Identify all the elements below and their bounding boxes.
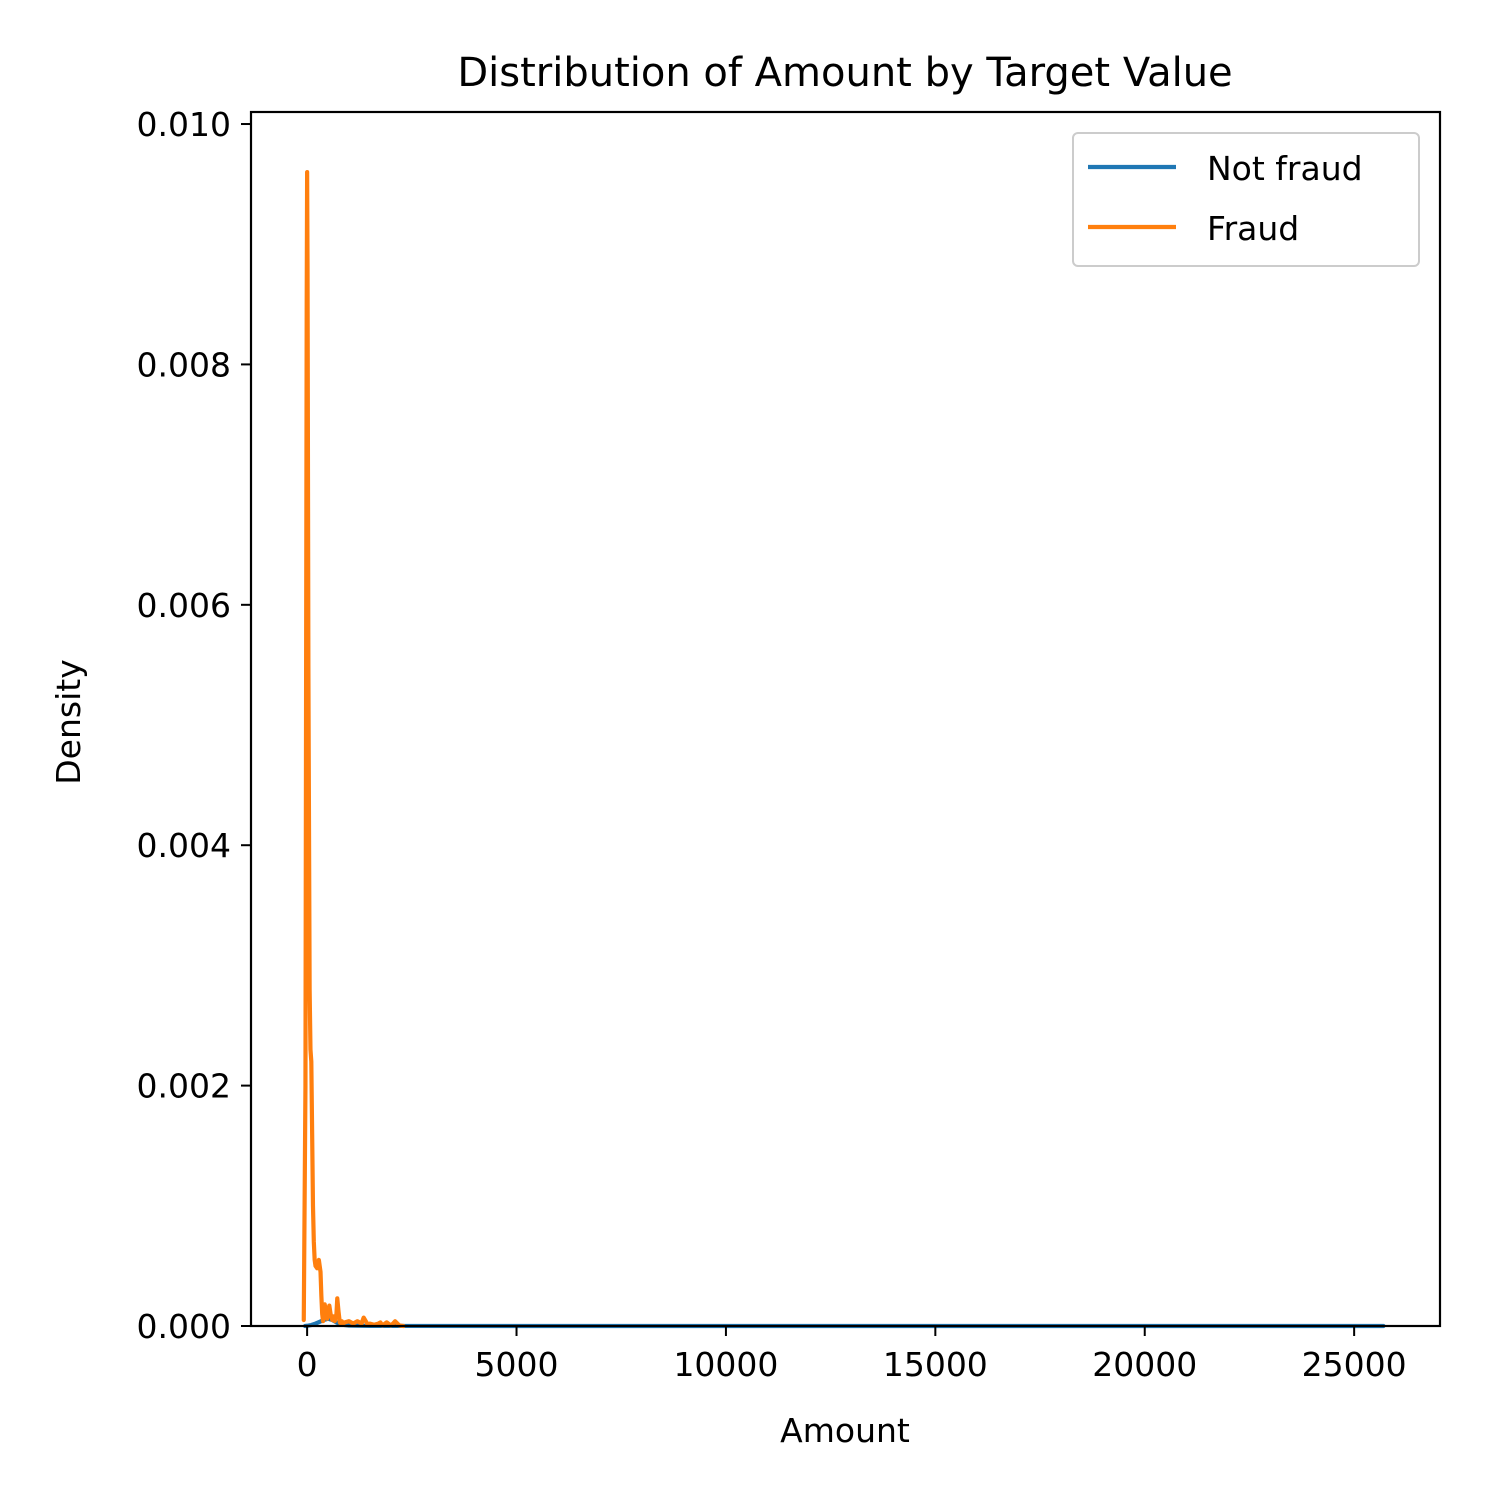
- x-tick-label: 0: [297, 1345, 318, 1384]
- x-axis-label: Amount: [780, 1411, 910, 1450]
- x-axis-ticks: 0 5000 10000 15000 20000 25000: [297, 1326, 1407, 1384]
- y-axis-ticks: 0.000 0.002 0.004 0.006 0.008 0.010: [137, 105, 251, 1346]
- y-tick-label: 0.006: [137, 586, 231, 625]
- x-tick-label: 10000: [673, 1345, 778, 1384]
- y-tick-label: 0.000: [137, 1307, 231, 1346]
- legend: Not fraud Fraud: [1072, 132, 1420, 267]
- x-tick-label: 25000: [1302, 1345, 1407, 1384]
- chart-title: Distribution of Amount by Target Value: [457, 50, 1232, 96]
- x-tick-label: 20000: [1092, 1345, 1197, 1384]
- y-axis-label: Density: [49, 659, 88, 784]
- plot-frame: [249, 110, 1442, 1328]
- series-line-fraud: [301, 170, 406, 1329]
- x-tick-label: 15000: [883, 1345, 988, 1384]
- y-tick-label: 0.008: [137, 345, 231, 384]
- legend-label-not-fraud: Not fraud: [1207, 149, 1363, 188]
- x-tick-label: 5000: [475, 1345, 559, 1384]
- y-tick-label: 0.002: [137, 1067, 231, 1106]
- y-tick-label: 0.010: [137, 105, 231, 144]
- legend-label-fraud: Fraud: [1207, 209, 1299, 248]
- y-tick-label: 0.004: [137, 826, 231, 865]
